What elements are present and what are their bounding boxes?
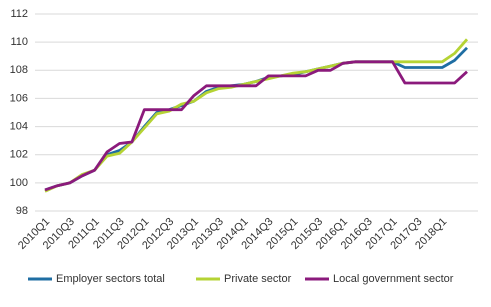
legend-label: Employer sectors total xyxy=(56,273,165,285)
y-tick-label: 100 xyxy=(10,177,28,189)
y-tick-label: 98 xyxy=(16,205,28,217)
y-tick-label: 112 xyxy=(10,8,28,20)
series-line xyxy=(44,46,468,192)
y-tick-label: 104 xyxy=(10,120,28,132)
legend-label: Private sector xyxy=(224,273,292,285)
y-tick-label: 106 xyxy=(10,92,28,104)
y-tick-label: 108 xyxy=(10,64,28,76)
legend-label: Local government sector xyxy=(333,273,454,285)
y-tick-label: 110 xyxy=(10,36,28,48)
y-tick-label: 102 xyxy=(10,149,28,161)
series-line xyxy=(44,60,468,192)
series-line xyxy=(44,38,469,193)
